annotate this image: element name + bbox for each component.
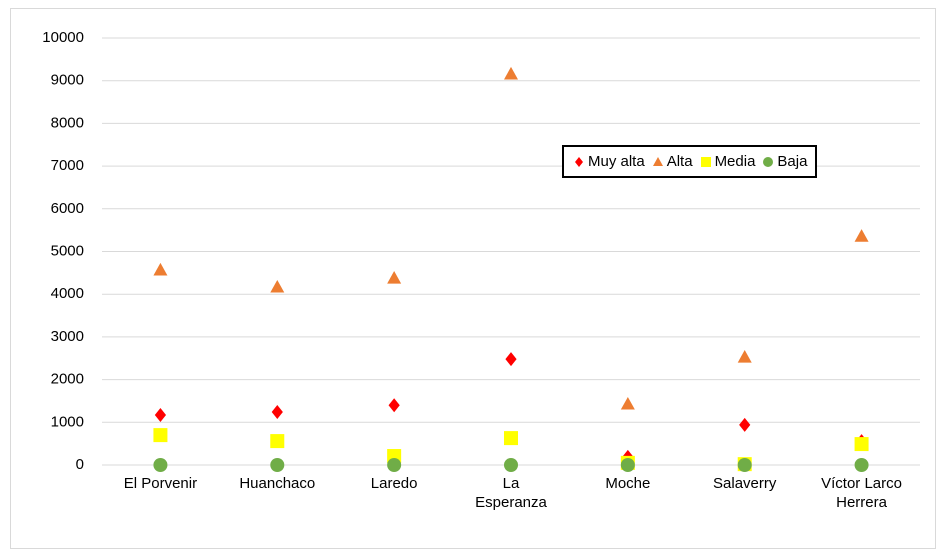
marker-circle xyxy=(737,458,752,472)
y-tick-label: 2000 xyxy=(51,371,84,388)
marker-triangle xyxy=(504,66,518,80)
y-tick-label: 1000 xyxy=(51,413,84,430)
y-tick-label: 0 xyxy=(76,456,84,473)
legend-marker xyxy=(700,156,711,167)
marker-diamond xyxy=(505,352,517,367)
marker-circle xyxy=(763,156,774,167)
marker-triangle xyxy=(854,229,869,242)
marker-triangle xyxy=(652,156,663,166)
y-tick-label: 6000 xyxy=(51,200,84,217)
x-tick-label: La Esperanza xyxy=(475,475,547,511)
y-tick-label: 5000 xyxy=(51,242,84,259)
x-tick-label: Moche xyxy=(605,475,651,492)
legend-label: Alta xyxy=(666,153,693,170)
y-tick-label: 9000 xyxy=(51,72,84,89)
marker-square xyxy=(700,156,711,167)
marker-triangle xyxy=(737,349,752,363)
y-tick-label: 10000 xyxy=(42,29,84,46)
legend-item: Alta xyxy=(651,153,693,170)
legend: Muy alta Alta Media Baja xyxy=(562,145,818,178)
legend-item: Baja xyxy=(761,153,807,170)
y-tick-label: 3000 xyxy=(51,328,84,345)
marker-circle xyxy=(620,458,635,472)
marker-square xyxy=(153,428,168,443)
marker-diamond xyxy=(154,408,167,423)
marker-triangle xyxy=(153,262,168,276)
legend-label: Media xyxy=(714,153,756,170)
marker-diamond xyxy=(388,398,400,413)
legend-marker xyxy=(575,156,583,167)
marker-circle xyxy=(854,458,869,472)
marker-square xyxy=(270,434,285,449)
legend-marker xyxy=(763,156,774,167)
legend-marker xyxy=(652,156,663,166)
y-tick-label: 8000 xyxy=(51,114,84,131)
marker-circle xyxy=(387,458,402,472)
y-tick-label: 7000 xyxy=(51,157,84,174)
chart-frame xyxy=(10,8,936,549)
x-tick-label: Víctor Larco Herrera xyxy=(821,475,902,511)
x-tick-label: Laredo xyxy=(370,475,418,492)
y-tick-label: 4000 xyxy=(51,285,84,302)
legend-label: Muy alta xyxy=(588,153,645,170)
marker-diamond xyxy=(739,417,751,432)
marker-circle xyxy=(504,458,518,472)
marker-diamond xyxy=(271,405,283,420)
x-tick-label: Salaverry xyxy=(713,475,777,492)
marker-circle xyxy=(270,458,285,472)
legend-item: Media xyxy=(699,153,756,170)
marker-triangle xyxy=(270,279,285,293)
marker-square xyxy=(504,431,518,446)
legend-label: Baja xyxy=(777,153,808,170)
x-tick-label: El Porvenir xyxy=(123,475,198,492)
marker-triangle xyxy=(620,396,635,410)
legend-item: Muy alta xyxy=(572,153,645,170)
marker-triangle xyxy=(387,270,402,284)
marker-diamond xyxy=(575,156,583,167)
marker-circle xyxy=(153,458,168,472)
x-tick-label: Huanchaco xyxy=(239,475,316,492)
marker-square xyxy=(854,437,869,452)
